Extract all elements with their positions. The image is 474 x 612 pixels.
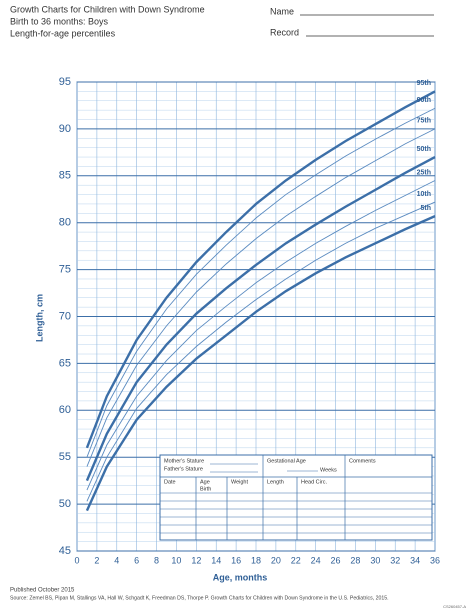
record-label: Record xyxy=(270,27,299,37)
curve-label: 50th xyxy=(417,146,431,153)
x-tick-label: 24 xyxy=(311,555,321,565)
form-label: Comments xyxy=(349,458,376,464)
y-tick-label: 60 xyxy=(59,404,71,416)
x-tick-label: 28 xyxy=(350,555,360,565)
y-tick-label: 65 xyxy=(59,357,71,369)
percentile-curve xyxy=(85,90,436,449)
y-tick-label: 50 xyxy=(59,498,71,510)
x-tick-label: 0 xyxy=(74,555,79,565)
percentile-curve xyxy=(85,215,436,512)
percentile-curve xyxy=(86,107,436,458)
form-label: Gestational Age xyxy=(267,458,306,464)
curve-label: 25th xyxy=(417,169,431,176)
subtitle: Birth to 36 months: Boys xyxy=(10,16,109,26)
form-label: Weeks xyxy=(320,467,337,473)
y-tick-label: 45 xyxy=(59,545,71,557)
percentile-curve xyxy=(86,201,436,502)
form-box xyxy=(159,454,433,541)
y-tick-label: 85 xyxy=(59,170,71,182)
x-axis-label: Age, months xyxy=(213,572,268,582)
curve-label: 95th xyxy=(417,80,431,87)
doc-code: CS260457-A xyxy=(443,604,466,609)
curve-label: 75th xyxy=(417,118,431,125)
x-tick-label: 6 xyxy=(134,555,139,565)
form-label: Birth xyxy=(200,486,211,492)
percentile-curve xyxy=(86,180,436,491)
form-label: Mother's Stature xyxy=(164,458,204,464)
y-axis-label: Length, cm xyxy=(34,294,44,342)
x-tick-label: 8 xyxy=(154,555,159,565)
y-tick-label: 80 xyxy=(59,217,71,229)
subtitle: Length-for-age percentiles xyxy=(10,28,116,38)
x-tick-label: 26 xyxy=(331,555,341,565)
percentile-curve xyxy=(85,155,436,482)
curve-label: 90th xyxy=(417,97,431,104)
x-tick-label: 18 xyxy=(251,555,261,565)
x-tick-label: 32 xyxy=(390,555,400,565)
y-tick-label: 70 xyxy=(59,310,71,322)
form-label: Date xyxy=(164,479,176,485)
x-tick-label: 2 xyxy=(94,555,99,565)
x-tick-label: 10 xyxy=(171,555,181,565)
y-tick-label: 55 xyxy=(59,451,71,463)
y-tick-label: 75 xyxy=(59,264,71,276)
percentile-curve xyxy=(86,128,436,467)
title: Growth Charts for Children with Down Syn… xyxy=(10,4,205,14)
x-tick-label: 30 xyxy=(370,555,380,565)
y-tick-label: 95 xyxy=(59,76,71,88)
y-tick-label: 90 xyxy=(59,123,71,135)
form-label: Father's Stature xyxy=(164,466,203,472)
x-tick-label: 12 xyxy=(191,555,201,565)
x-tick-label: 14 xyxy=(211,555,221,565)
name-label: Name xyxy=(270,6,294,16)
x-tick-label: 22 xyxy=(291,555,301,565)
form-label: Length xyxy=(267,479,284,485)
form-label: Head Circ. xyxy=(301,479,327,485)
x-tick-label: 16 xyxy=(231,555,241,565)
curve-label: 5th xyxy=(421,205,432,212)
x-tick-label: 4 xyxy=(114,555,119,565)
x-tick-label: 36 xyxy=(430,555,440,565)
curve-label: 10th xyxy=(417,191,431,198)
x-tick-label: 20 xyxy=(271,555,281,565)
source: Source: Zemel BS, Pipan M, Stallings VA,… xyxy=(10,595,389,601)
form-label: Weight xyxy=(231,479,248,485)
form-label: Age xyxy=(200,479,210,485)
published: Published October 2015 xyxy=(10,588,75,594)
x-tick-label: 34 xyxy=(410,555,420,565)
